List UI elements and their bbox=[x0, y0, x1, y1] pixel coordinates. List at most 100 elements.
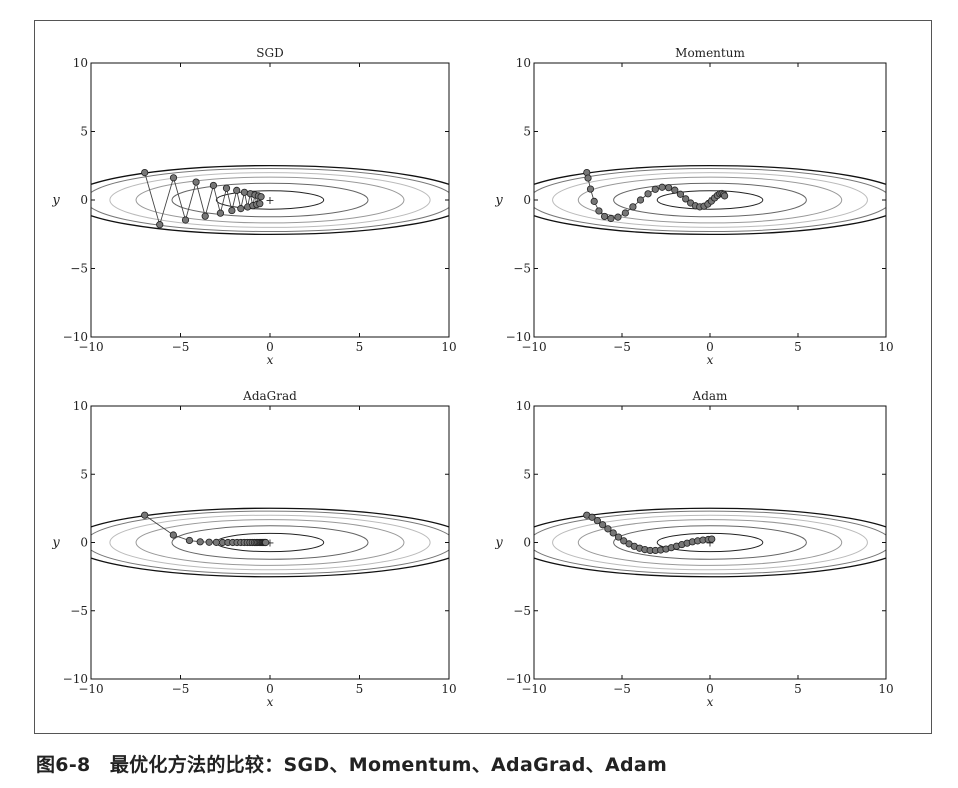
y-tick-label: 0 bbox=[80, 193, 88, 207]
path-point bbox=[651, 185, 659, 193]
y-axis-label: y bbox=[494, 193, 503, 208]
contour-line bbox=[534, 507, 886, 578]
path-point bbox=[599, 521, 607, 529]
y-tick-label: −5 bbox=[513, 262, 531, 276]
x-tick-label: −5 bbox=[172, 340, 190, 354]
y-tick-label: −5 bbox=[70, 262, 88, 276]
figure-frame bbox=[34, 20, 932, 734]
contour-lines bbox=[534, 507, 886, 578]
x-axis-label: x bbox=[267, 695, 274, 709]
path-point bbox=[141, 511, 149, 519]
contour-line bbox=[91, 167, 449, 233]
chart-panel-adagrad: −10 −5 0 5 10 −10 −5 0 5 10 AdaGrad x y + bbox=[51, 389, 456, 709]
y-tick-label: 0 bbox=[523, 536, 531, 550]
contour-line bbox=[215, 190, 325, 210]
path-point bbox=[228, 206, 236, 215]
y-tick-label: −10 bbox=[63, 330, 88, 344]
path-point bbox=[620, 537, 628, 545]
path-point bbox=[192, 178, 200, 186]
contour-line bbox=[109, 172, 431, 228]
x-tick-label: −5 bbox=[172, 682, 190, 696]
y-tick-label: 5 bbox=[523, 125, 531, 139]
path-point bbox=[586, 185, 595, 193]
y-tick-label: 5 bbox=[80, 467, 88, 481]
x-tick-label: 5 bbox=[794, 340, 802, 354]
contour-line bbox=[135, 519, 405, 566]
path-point bbox=[658, 183, 666, 191]
path-point bbox=[185, 536, 194, 545]
y-tick-label: −10 bbox=[506, 672, 531, 686]
path-point bbox=[205, 538, 213, 546]
path-point bbox=[169, 531, 177, 539]
x-tick-label: 10 bbox=[878, 340, 893, 354]
minimum-marker: + bbox=[265, 194, 274, 207]
y-tick-label: 10 bbox=[516, 56, 531, 70]
x-tick-label: −5 bbox=[613, 340, 631, 354]
path-point bbox=[604, 525, 612, 533]
path-point bbox=[181, 216, 190, 224]
path-point bbox=[644, 190, 652, 198]
contour-line bbox=[656, 190, 764, 210]
contour-line bbox=[534, 167, 886, 233]
path-point bbox=[222, 184, 231, 192]
chart-title: AdaGrad bbox=[242, 389, 297, 403]
path-point bbox=[595, 207, 603, 215]
x-tick-label: 0 bbox=[706, 340, 714, 354]
x-axis-label: x bbox=[707, 353, 714, 367]
minimum-marker: + bbox=[705, 537, 714, 550]
path-point bbox=[196, 538, 204, 546]
path-point bbox=[584, 174, 592, 182]
minimum-marker: + bbox=[265, 537, 274, 550]
contour-line bbox=[613, 182, 807, 218]
path-point bbox=[201, 212, 209, 220]
contour-lines bbox=[534, 164, 886, 236]
path-point bbox=[607, 214, 615, 223]
path-point bbox=[240, 188, 249, 196]
optimizer-comparison-figure: −10 −5 0 5 10 −10 −5 0 5 10 SGD x y + −10 −5 0 5 10 −10 −5 0 5… bbox=[51, 46, 893, 709]
y-tick-label: 5 bbox=[80, 125, 88, 139]
x-axis-label: x bbox=[707, 695, 714, 709]
x-tick-label: 5 bbox=[794, 682, 802, 696]
contour-lines bbox=[91, 507, 449, 578]
contour-line bbox=[534, 164, 886, 236]
path-point bbox=[671, 186, 679, 194]
path-point bbox=[621, 209, 629, 217]
path-point bbox=[237, 205, 245, 213]
path-point bbox=[721, 192, 729, 200]
x-tick-label: 5 bbox=[356, 682, 364, 696]
x-tick-label: 0 bbox=[266, 682, 274, 696]
path-point bbox=[216, 209, 225, 217]
contour-line bbox=[91, 507, 449, 578]
y-tick-label: −10 bbox=[63, 672, 88, 686]
contour-line bbox=[613, 525, 807, 560]
chart-panel-sgd: −10 −5 0 5 10 −10 −5 0 5 10 SGD x y + bbox=[51, 46, 456, 367]
y-axis-label: y bbox=[494, 536, 503, 551]
path-point bbox=[600, 212, 609, 221]
path-point bbox=[233, 186, 241, 195]
contour-line bbox=[171, 182, 369, 218]
x-tick-label: 10 bbox=[441, 340, 456, 354]
x-tick-label: 10 bbox=[441, 682, 456, 696]
x-tick-label: 0 bbox=[706, 682, 714, 696]
y-axis-label: y bbox=[51, 536, 60, 551]
path-point bbox=[209, 181, 218, 190]
contour-line bbox=[91, 510, 449, 575]
x-tick-label: −10 bbox=[521, 682, 546, 696]
chart-panel-adam: −10 −5 0 5 10 −10 −5 0 5 10 Adam x y + bbox=[494, 389, 893, 709]
x-tick-label: −10 bbox=[521, 340, 546, 354]
y-tick-label: −5 bbox=[70, 604, 88, 618]
x-tick-label: −10 bbox=[78, 682, 103, 696]
path-point bbox=[593, 517, 601, 525]
x-tick-label: −5 bbox=[613, 682, 631, 696]
contour-line bbox=[109, 514, 431, 571]
path-point bbox=[609, 529, 617, 537]
chart-title: SGD bbox=[256, 46, 283, 60]
y-tick-label: 10 bbox=[516, 399, 531, 413]
path-point bbox=[212, 538, 220, 546]
x-tick-label: 0 bbox=[266, 340, 274, 354]
path-point bbox=[676, 190, 685, 198]
path-point bbox=[665, 184, 673, 192]
x-tick-label: 5 bbox=[356, 340, 364, 354]
contour-line bbox=[656, 532, 764, 553]
